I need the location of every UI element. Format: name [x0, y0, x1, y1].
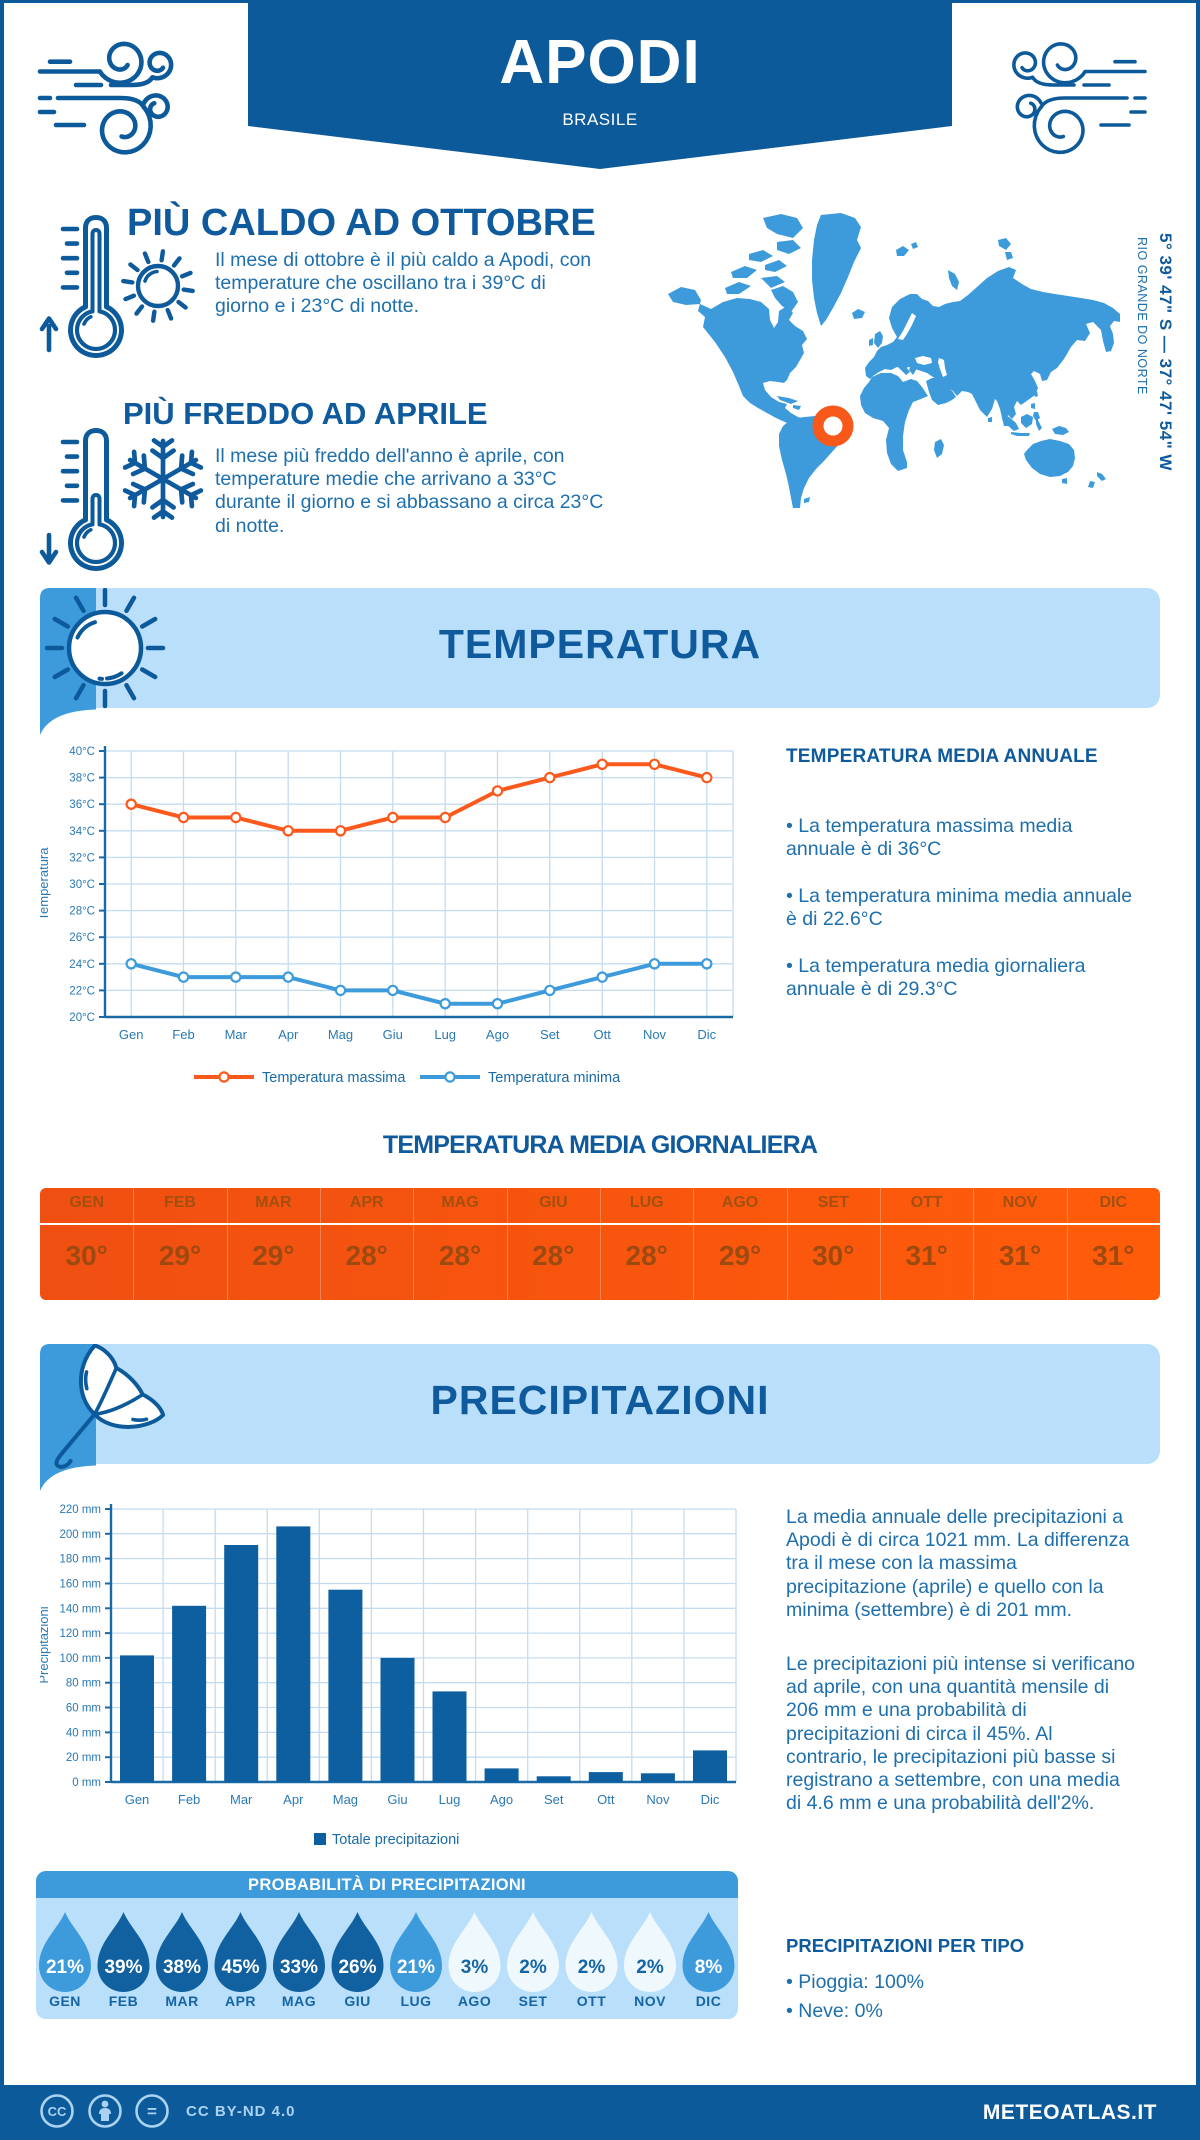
svg-text:40 mm: 40 mm: [66, 1727, 101, 1739]
svg-text:30°C: 30°C: [69, 879, 95, 891]
svg-text:160 mm: 160 mm: [59, 1579, 101, 1591]
svg-text:Ago: Ago: [490, 1792, 513, 1807]
svg-text:Mag: Mag: [333, 1792, 358, 1807]
svg-text:21%: 21%: [397, 1957, 435, 1978]
svg-text:2%: 2%: [578, 1957, 606, 1978]
svg-text:LUG: LUG: [400, 1993, 431, 2009]
svg-text:Mar: Mar: [225, 1027, 248, 1042]
svg-text:180 mm: 180 mm: [59, 1554, 101, 1566]
svg-text:Gen: Gen: [125, 1792, 150, 1807]
svg-text:OTT: OTT: [577, 1993, 607, 2009]
svg-text:Temperatura minima: Temperatura minima: [488, 1070, 621, 1086]
svg-text:MAG: MAG: [282, 1993, 316, 2009]
svg-text:Ott: Ott: [597, 1792, 615, 1807]
svg-text:120 mm: 120 mm: [59, 1628, 101, 1640]
svg-text:22°C: 22°C: [69, 985, 95, 997]
svg-text:Giu: Giu: [383, 1027, 403, 1042]
svg-text:Dic: Dic: [697, 1027, 716, 1042]
svg-text:Set: Set: [540, 1027, 560, 1042]
svg-text:GEN: GEN: [49, 1993, 81, 2009]
svg-text:AGO: AGO: [458, 1993, 491, 2009]
svg-text:SET: SET: [519, 1993, 548, 2009]
svg-text:2%: 2%: [636, 1957, 664, 1978]
svg-text:21%: 21%: [46, 1957, 84, 1978]
svg-text:Temperatura: Temperatura: [40, 847, 51, 921]
svg-text:36°C: 36°C: [69, 799, 95, 811]
svg-text:38°C: 38°C: [69, 773, 95, 785]
svg-text:CC BY-ND 4.0: CC BY-ND 4.0: [186, 2103, 296, 2120]
svg-text:Apr: Apr: [278, 1027, 299, 1042]
svg-text:CC: CC: [48, 2104, 67, 2119]
svg-text:Nov: Nov: [646, 1792, 670, 1807]
svg-text:32°C: 32°C: [69, 852, 95, 864]
svg-text:40°C: 40°C: [69, 746, 95, 758]
svg-text:DIC: DIC: [696, 1993, 722, 2009]
svg-text:220 mm: 220 mm: [59, 1504, 101, 1516]
svg-text:38%: 38%: [163, 1957, 201, 1978]
svg-text:MAR: MAR: [165, 1993, 198, 2009]
svg-text:28°C: 28°C: [69, 906, 95, 918]
svg-text:Ago: Ago: [486, 1027, 509, 1042]
svg-text:Lug: Lug: [439, 1792, 461, 1807]
svg-text:2%: 2%: [519, 1957, 547, 1978]
svg-text:3%: 3%: [461, 1957, 489, 1978]
svg-text:80 mm: 80 mm: [66, 1678, 101, 1690]
svg-text:=: =: [147, 2102, 157, 2121]
svg-text:140 mm: 140 mm: [59, 1603, 101, 1615]
svg-text:200 mm: 200 mm: [59, 1529, 101, 1541]
svg-text:Feb: Feb: [172, 1027, 194, 1042]
svg-text:NOV: NOV: [634, 1993, 666, 2009]
svg-text:39%: 39%: [104, 1957, 142, 1978]
svg-text:Apr: Apr: [283, 1792, 304, 1807]
svg-text:100 mm: 100 mm: [59, 1653, 101, 1665]
svg-text:Feb: Feb: [178, 1792, 200, 1807]
svg-text:Mag: Mag: [328, 1027, 353, 1042]
svg-text:FEB: FEB: [109, 1993, 139, 2009]
svg-text:Temperatura massima: Temperatura massima: [262, 1070, 406, 1086]
svg-text:APR: APR: [225, 1993, 256, 2009]
svg-text:26°C: 26°C: [69, 932, 95, 944]
svg-text:Set: Set: [544, 1792, 564, 1807]
svg-text:METEOATLAS.IT: METEOATLAS.IT: [983, 2101, 1157, 2124]
svg-text:Nov: Nov: [643, 1027, 667, 1042]
svg-text:34°C: 34°C: [69, 826, 95, 838]
svg-text:Precipitazioni: Precipitazioni: [40, 1606, 51, 1683]
svg-text:GIU: GIU: [344, 1993, 370, 2009]
svg-text:8%: 8%: [695, 1957, 723, 1978]
svg-text:0 mm: 0 mm: [72, 1777, 101, 1789]
svg-text:Ott: Ott: [594, 1027, 612, 1042]
svg-text:26%: 26%: [338, 1957, 376, 1978]
svg-text:20°C: 20°C: [69, 1012, 95, 1024]
svg-text:20 mm: 20 mm: [66, 1752, 101, 1764]
svg-text:Mar: Mar: [230, 1792, 253, 1807]
svg-text:Gen: Gen: [119, 1027, 144, 1042]
svg-text:Dic: Dic: [701, 1792, 720, 1807]
svg-text:Lug: Lug: [434, 1027, 456, 1042]
svg-text:33%: 33%: [280, 1957, 318, 1978]
svg-text:24°C: 24°C: [69, 959, 95, 971]
svg-text:Giu: Giu: [387, 1792, 407, 1807]
svg-text:Totale precipitazioni: Totale precipitazioni: [332, 1832, 459, 1848]
svg-text:60 mm: 60 mm: [66, 1703, 101, 1715]
svg-text:45%: 45%: [221, 1957, 259, 1978]
